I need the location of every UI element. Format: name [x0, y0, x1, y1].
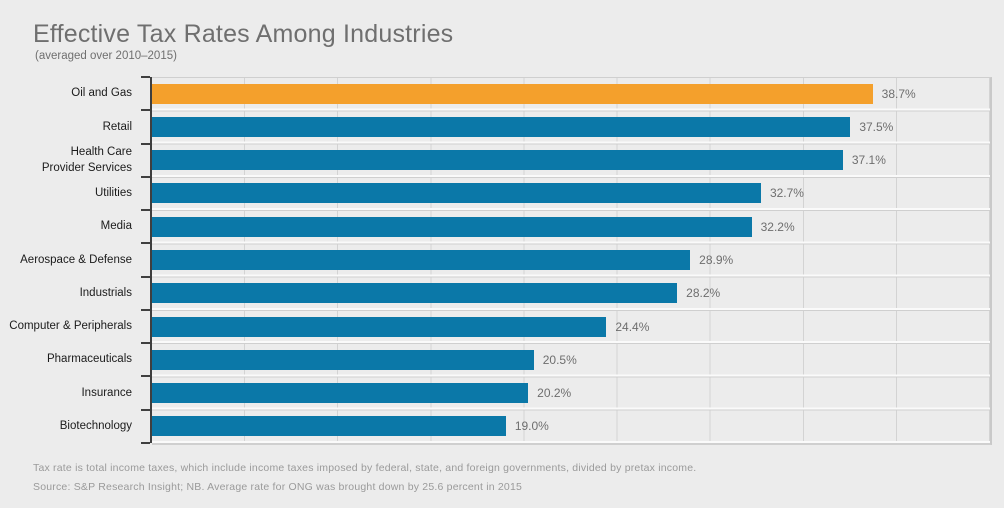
- bar: [152, 416, 506, 437]
- bar-row: 32.2%: [152, 210, 990, 243]
- category-label: Insurance: [81, 386, 132, 399]
- value-label: 38.7%: [881, 86, 916, 101]
- value-label: 20.2%: [537, 386, 572, 401]
- bar-row: 32.7%: [152, 177, 990, 210]
- bar-row: 20.5%: [152, 343, 990, 376]
- bar: [152, 316, 607, 337]
- bar: [152, 383, 529, 404]
- axis-tick: [141, 109, 150, 112]
- chart-title: Effective Tax Rates Among Industries: [33, 20, 454, 48]
- axis-tick: [141, 308, 150, 311]
- value-label: 20.5%: [542, 352, 577, 367]
- bar-row: 20.2%: [152, 376, 990, 409]
- bar: [152, 249, 691, 270]
- bar-row: 38.7%: [152, 77, 990, 110]
- value-label: 19.0%: [514, 419, 549, 434]
- value-label: 32.2%: [760, 219, 795, 234]
- axis-tick: [141, 442, 150, 444]
- bar: [152, 349, 534, 370]
- bar: [152, 150, 843, 171]
- bar: [152, 216, 752, 237]
- value-label: 24.4%: [615, 319, 650, 334]
- category-label: Oil and Gas: [71, 87, 132, 100]
- axis-tick: [141, 342, 150, 345]
- category-label: Aerospace & Defense: [20, 253, 132, 266]
- axis-tick: [141, 375, 150, 378]
- axis-tick: [141, 76, 150, 78]
- category-label: Computer & Peripherals: [9, 320, 132, 333]
- value-label: 28.2%: [686, 286, 721, 301]
- category-label: Media: [100, 220, 132, 233]
- value-label: 28.9%: [699, 252, 734, 267]
- bar-row: 19.0%: [152, 410, 990, 443]
- bar-row: 28.2%: [152, 277, 990, 310]
- category-labels: Oil and Gas Retail Health Care Provider Se…: [0, 77, 141, 443]
- source-text: Source: S&P Research Insight; NB. Averag…: [33, 481, 523, 493]
- value-label: 37.5%: [859, 119, 894, 134]
- category-label: Industrials: [79, 286, 132, 299]
- category-label: Pharmaceuticals: [46, 353, 132, 366]
- axis-tick: [141, 175, 150, 178]
- axis-tick: [141, 242, 150, 245]
- category-label: Retail: [102, 120, 132, 133]
- bar-highlighted: [152, 83, 873, 104]
- y-axis-line: [150, 77, 152, 443]
- axis-tick: [141, 275, 150, 278]
- chart-subtitle: (averaged over 2010–2015): [35, 50, 177, 62]
- value-label: 32.7%: [769, 186, 804, 201]
- footnote-text: Tax rate is total income taxes, which in…: [33, 462, 697, 474]
- bar: [152, 183, 761, 204]
- bar-series: 38.7% 37.5% 37.1% 32.7% 32.2% 28.9% 28.2% 24.4%…: [152, 77, 990, 443]
- axis-tick: [141, 408, 150, 411]
- axis-tick: [141, 209, 150, 212]
- bar-row: 37.5%: [152, 110, 990, 143]
- bar: [152, 116, 851, 137]
- axis-tick: [141, 142, 150, 145]
- bar-row: 28.9%: [152, 243, 990, 276]
- bar-row: 37.1%: [152, 144, 990, 177]
- bar-row: 24.4%: [152, 310, 990, 343]
- category-label: Biotechnology: [59, 420, 132, 433]
- bar: [152, 283, 678, 304]
- category-label: Utilities: [94, 187, 132, 200]
- value-label: 37.1%: [851, 153, 886, 168]
- category-label: Health Care Provider Services: [41, 145, 132, 175]
